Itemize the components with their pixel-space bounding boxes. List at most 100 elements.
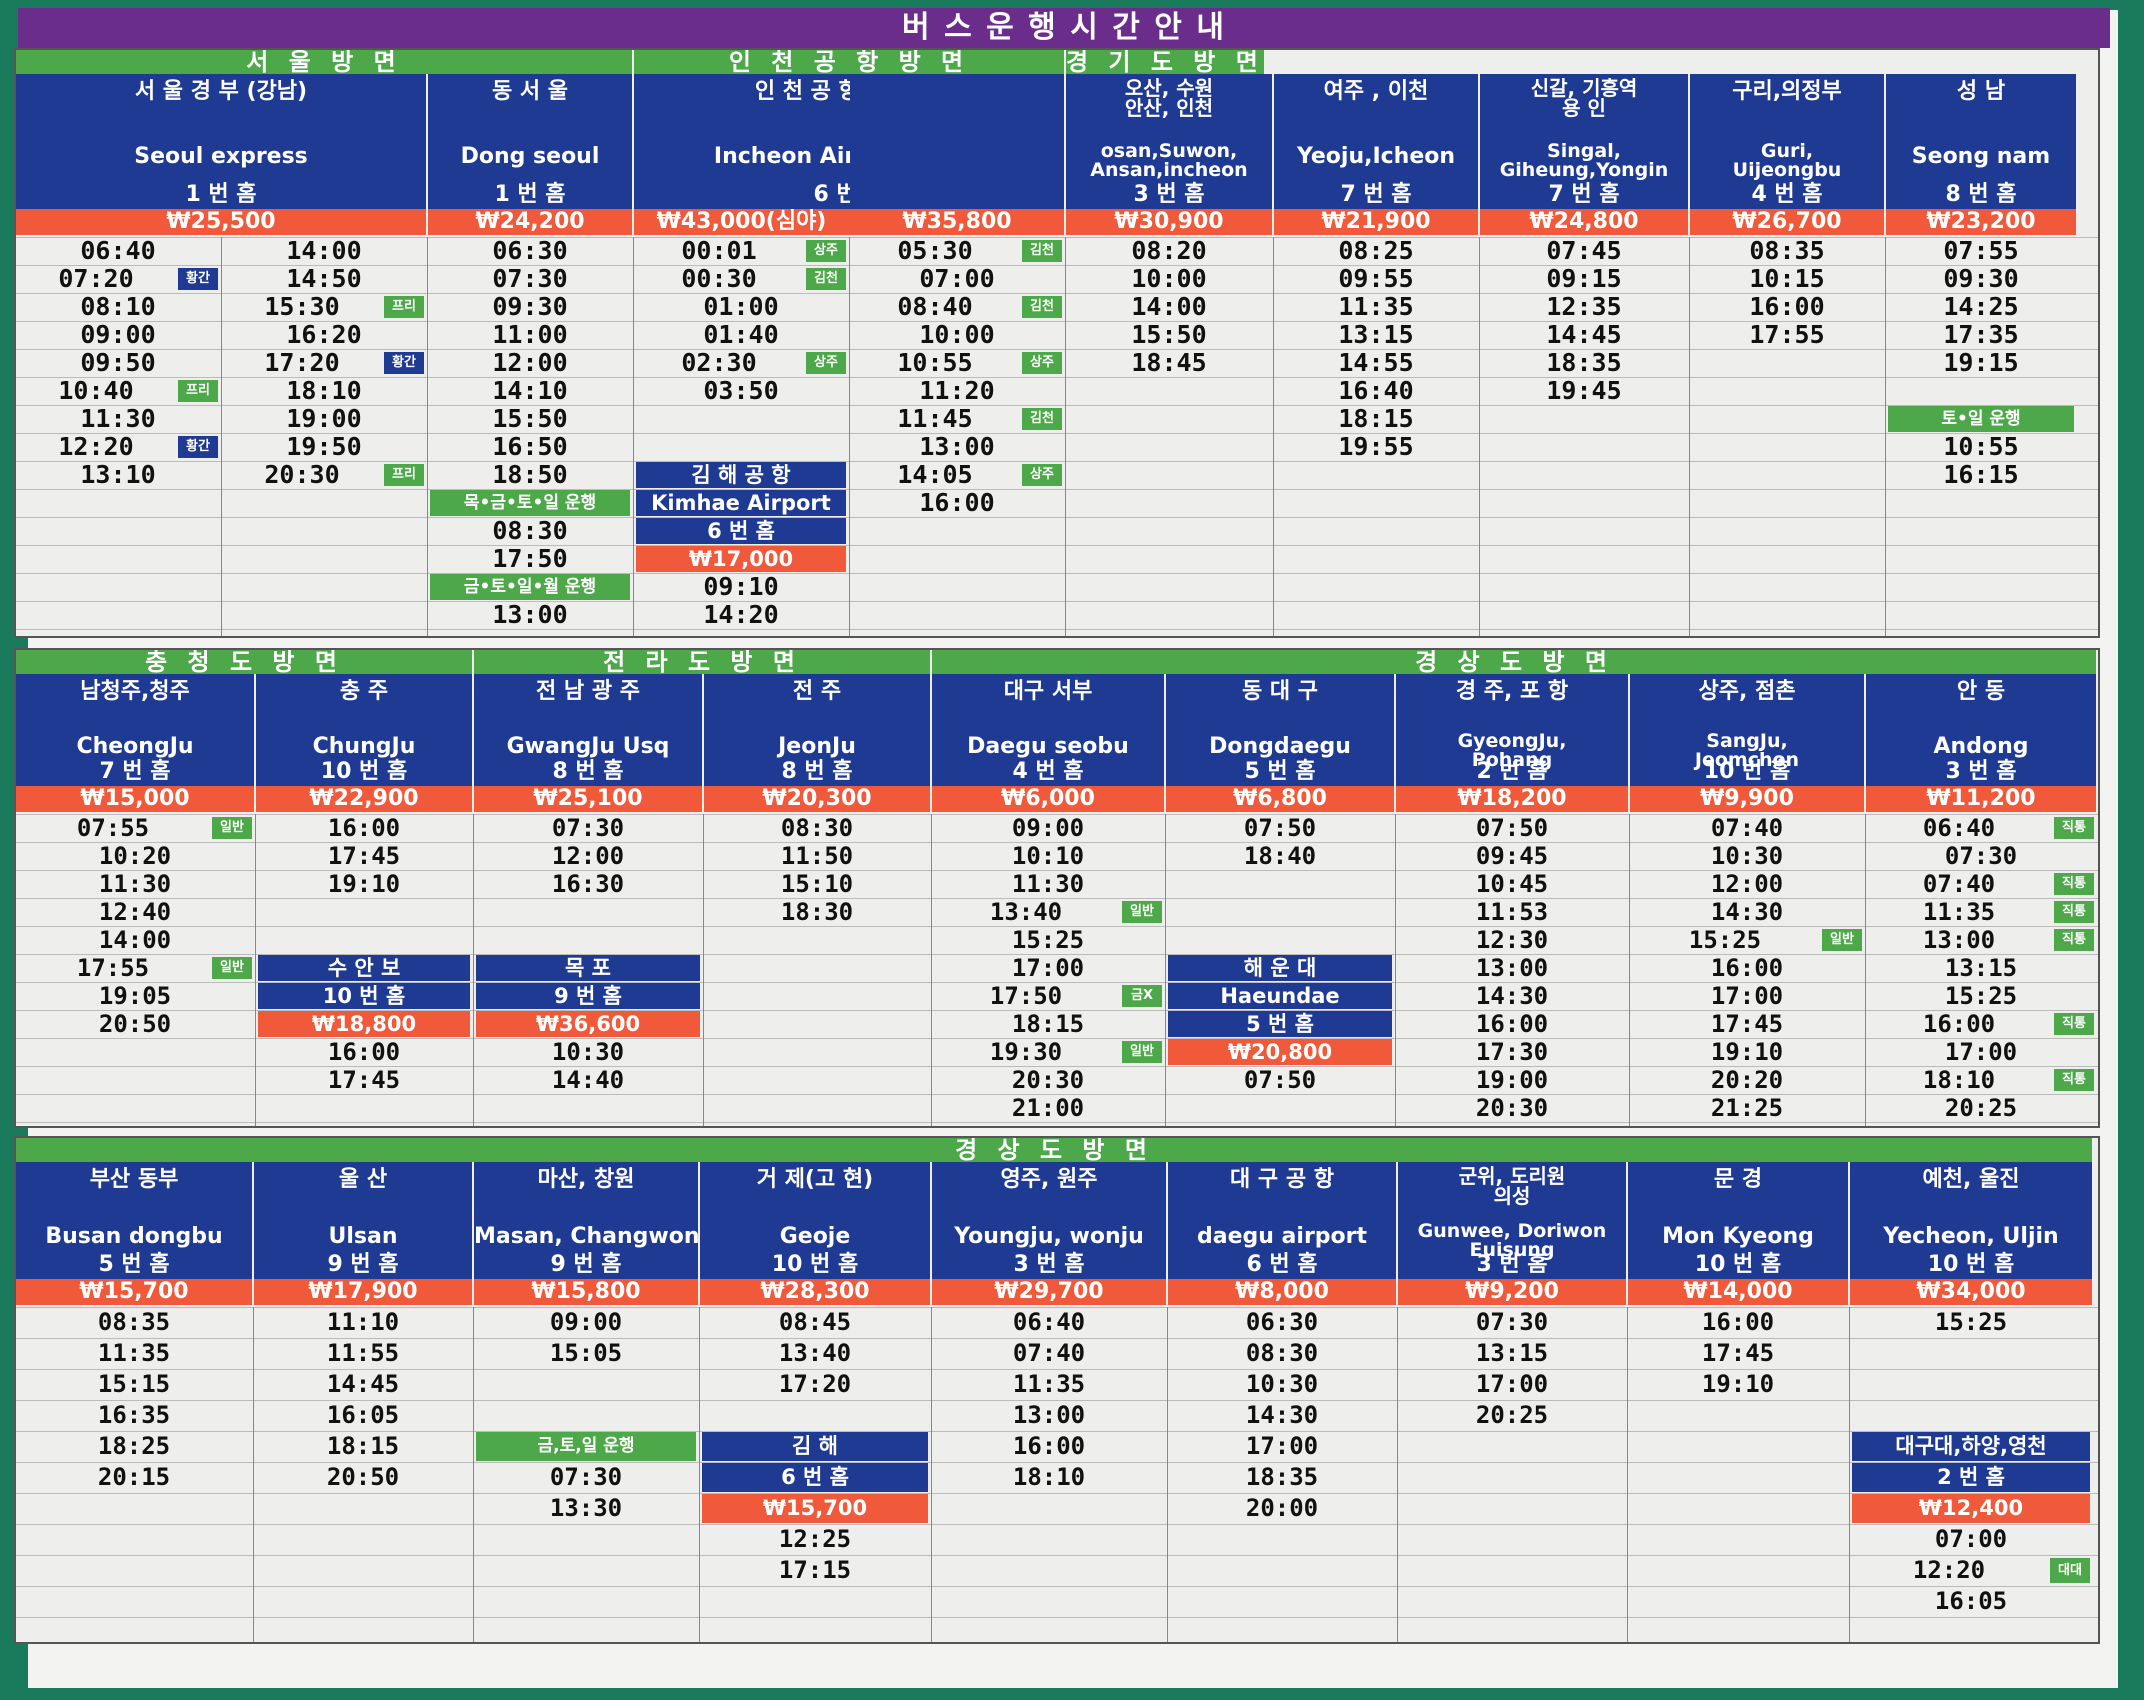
row-divider	[16, 926, 2098, 927]
column-header-1-8: 안 동 Andong 3 번 홈 ₩11,200	[1866, 674, 2096, 812]
departure-time: 09:30	[1943, 264, 2019, 293]
departure-time: 12:35	[1546, 292, 1622, 321]
departure-time: 20:30	[1475, 1094, 1549, 1122]
departure-time: 11:55	[326, 1339, 400, 1367]
departure-time: 10:45	[1475, 870, 1549, 898]
departure-time: 09:50	[80, 348, 156, 377]
route-name-en: Yeoju,Icheon	[1296, 143, 1456, 169]
departure-time: 17:20	[778, 1370, 852, 1398]
departure-time: 17:45	[1710, 1010, 1784, 1038]
departure-time: 18:35	[1245, 1463, 1319, 1491]
departure-time: 14:00	[286, 236, 362, 265]
column-header-1-0: 남청주,청주 CheongJu 7 번 홈 ₩15,000	[16, 674, 254, 812]
platform-label: 7 번 홈	[1548, 182, 1620, 207]
route-name-en: Singal, Giheung,Yongin	[1499, 141, 1669, 180]
group-header-2: 경 기 도 방 면	[1066, 50, 1264, 74]
row-divider	[16, 1431, 2098, 1432]
service-note: 금•토•일•월 운행	[430, 574, 630, 600]
row-divider	[16, 1307, 2098, 1308]
row-divider	[16, 1493, 2098, 1494]
departure-time: 16:40	[1338, 376, 1414, 405]
route-name-ko: 구리,의정부	[1732, 79, 1842, 104]
platform-label: 6 번 홈	[1246, 1252, 1318, 1277]
platform-label: 9 번 홈	[327, 1252, 399, 1277]
departure-time: 10:20	[98, 842, 172, 870]
departure-time: 12:30	[1475, 926, 1549, 954]
group-header-1: 전 라 도 방 면	[474, 650, 930, 674]
departure-time: 16:35	[97, 1401, 171, 1429]
column-header-2-5: 대 구 공 항 daegu airport 6 번 홈 ₩8,000	[1168, 1162, 1396, 1305]
departure-time: 15:25	[1934, 1308, 2008, 1336]
departure-time: 16:05	[326, 1401, 400, 1429]
sub-route-price: ₩18,800	[258, 1011, 470, 1037]
route-name-en: daegu airport	[1196, 1224, 1368, 1250]
route-name-ko: 거 제(고 현)	[756, 1167, 874, 1192]
route-name-ko: 성 남	[1956, 79, 2006, 104]
departure-time: 15:30	[264, 292, 340, 321]
route-name-ko: 예천, 울진	[1922, 1167, 2020, 1192]
departure-time: 07:00	[919, 264, 995, 293]
page-title: 버 스 운 행 시 간 안 내	[18, 8, 2110, 48]
fare-price: ₩28,300	[700, 1279, 930, 1305]
route-name-ko: 남청주,청주	[80, 679, 190, 704]
departure-time: 16:50	[492, 432, 568, 461]
departure-time: 20:00	[1245, 1494, 1319, 1522]
departure-time: 18:10	[1922, 1066, 1996, 1094]
departure-time: 16:00	[1475, 1010, 1549, 1038]
departure-time: 17:20	[264, 348, 340, 377]
row-divider	[16, 954, 2098, 955]
fare-price: ₩8,000	[1168, 1279, 1396, 1305]
column-header-0-6: 여주 , 이천 Yeoju,Icheon 7 번 홈 ₩21,900	[1274, 74, 1478, 235]
group-header-2: 경 상 도 방 면	[932, 650, 2096, 674]
fare-price: ₩14,000	[1628, 1279, 1848, 1305]
departure-time: 06:40	[80, 236, 156, 265]
column-header-0-0: 서 울 경 부 (강남) Seoul express 1 번 홈 ₩25,500	[16, 74, 426, 235]
departure-time: 01:00	[703, 292, 779, 321]
departure-time: 15:50	[1131, 320, 1207, 349]
sub-route-header: 해 운 대	[1168, 955, 1392, 981]
fare-price: ₩17,900	[254, 1279, 472, 1305]
departure-time: 12:20	[58, 432, 134, 461]
departure-time: 13:00	[1922, 926, 1996, 954]
fare-price: ₩15,700	[16, 1279, 252, 1305]
fare-price: ₩22,900	[256, 786, 472, 812]
departure-time: 19:55	[1338, 432, 1414, 461]
column-divider	[931, 814, 932, 1126]
departure-time: 07:40	[1922, 870, 1996, 898]
route-name-en: osan,Suwon, Ansan,incheon	[1090, 141, 1248, 180]
platform-label: 1 번 홈	[494, 182, 566, 207]
departure-time: 06:30	[492, 236, 568, 265]
departure-time: 00:01	[681, 236, 757, 265]
departure-time: 01:40	[703, 320, 779, 349]
departure-time: 11:20	[919, 376, 995, 405]
row-divider	[16, 461, 2098, 462]
departure-time: 17:45	[327, 842, 401, 870]
route-tag: 금X	[1122, 985, 1162, 1007]
sub-route-price: ₩12,400	[1852, 1494, 2090, 1523]
column-divider	[1885, 237, 1886, 636]
route-tag: 황간	[384, 352, 424, 374]
departure-time: 17:00	[1710, 982, 1784, 1010]
route-name-ko: 영주, 원주	[1000, 1167, 1098, 1192]
sub-route-header: 6 번 홈	[636, 518, 846, 544]
route-name-en: Masan, Changwon	[474, 1224, 698, 1250]
departure-time: 14:10	[492, 376, 568, 405]
row-divider	[16, 489, 2098, 490]
route-name-ko: 울 산	[338, 1167, 388, 1192]
departure-time: 07:45	[1546, 236, 1622, 265]
departure-time: 20:25	[1944, 1094, 2018, 1122]
departure-time: 16:30	[551, 870, 625, 898]
row-divider	[16, 405, 2098, 406]
column-divider	[253, 1307, 254, 1642]
departure-time: 16:00	[1012, 1432, 1086, 1460]
departure-time: 13:00	[1012, 1401, 1086, 1429]
platform-label: 7 번 홈	[99, 759, 171, 784]
fare-price: ₩43,000(심야)	[634, 209, 849, 235]
platform-label: 2 번 홈	[1476, 759, 1548, 784]
route-tag: 직통	[2054, 817, 2094, 839]
fare-price: ₩29,700	[932, 1279, 1166, 1305]
route-tag: 김천	[1022, 296, 1062, 318]
route-name-en: Yecheon, Uljin	[1883, 1224, 2059, 1250]
column-header-0-9: 성 남 Seong nam 8 번 홈 ₩23,200	[1886, 74, 2076, 235]
departure-time: 19:10	[327, 870, 401, 898]
